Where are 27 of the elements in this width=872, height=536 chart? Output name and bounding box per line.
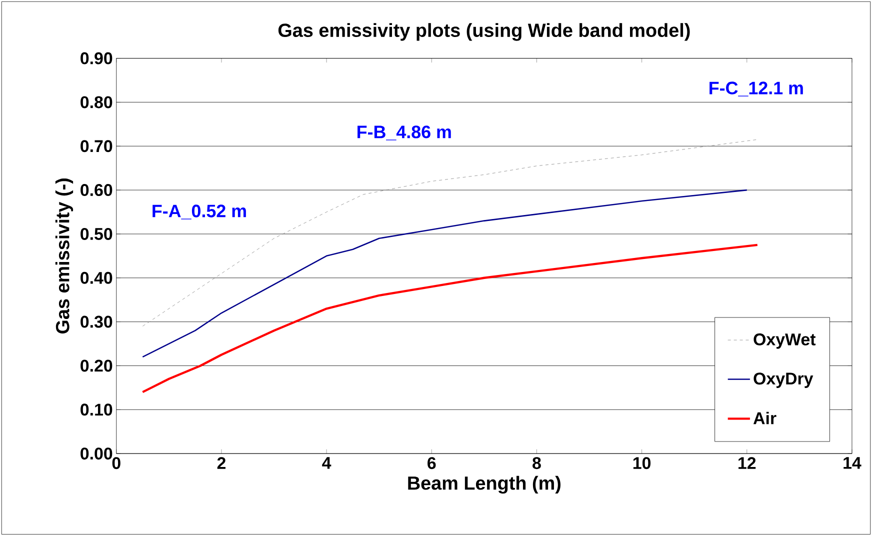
legend-label: OxyDry: [754, 372, 814, 388]
x-tick-label: 12: [738, 457, 756, 469]
x-tick-label: 8: [532, 457, 541, 470]
y-tick-label: 0.70: [80, 140, 112, 152]
y-tick-label: 0.40: [80, 272, 112, 284]
y-tick-label: 0.50: [80, 228, 112, 240]
y-axis-title: Gas emissivity (-): [55, 178, 74, 334]
annotation: F-C_12.1 m: [710, 82, 803, 96]
y-tick-label: 0.90: [80, 52, 112, 64]
y-tick-label: 0.30: [80, 316, 112, 328]
annotation: F-A_0.52 m: [152, 204, 246, 220]
y-tick-label: 0.10: [80, 404, 112, 416]
y-tick-label: 0.00: [80, 448, 112, 460]
x-tick-label: 10: [633, 457, 651, 470]
y-tick-label: 0.80: [80, 96, 112, 108]
legend-label: OxyWet: [754, 333, 816, 349]
x-tick-label: 0: [112, 457, 120, 470]
legend-label: Air: [753, 412, 776, 424]
x-tick-label: 4: [322, 457, 332, 469]
annotation: F-B_4.86 m: [358, 126, 451, 140]
y-tick-label: 0.60: [80, 184, 112, 196]
y-tick-label: 0.20: [80, 360, 112, 372]
x-tick-label: 6: [428, 457, 436, 470]
x-axis-title: Beam Length (m): [408, 476, 560, 494]
x-tick-label: 14: [844, 457, 862, 469]
chart-title: Gas emissivity plots (using Wide band model): [278, 23, 690, 41]
x-tick-label: 2: [217, 457, 226, 469]
